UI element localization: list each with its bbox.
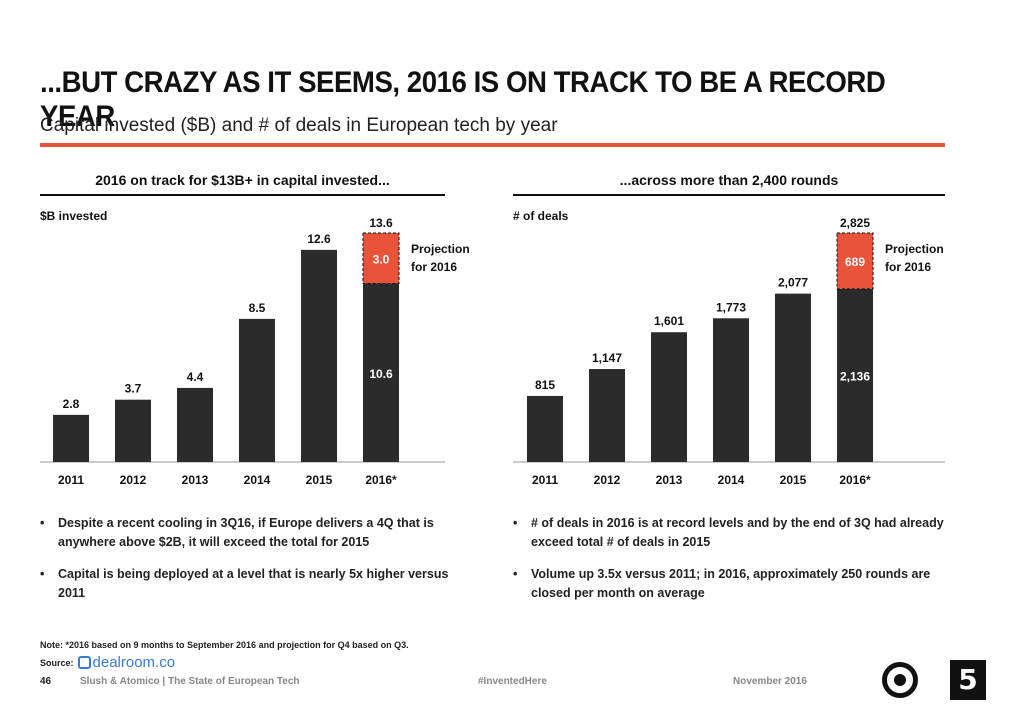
capital-bar-label-2014: 8.5	[249, 301, 266, 315]
deals-tick-2015: 2015	[780, 473, 807, 487]
left-bullet-1: Despite a recent cooling in 3Q16, if Eur…	[40, 514, 460, 552]
deals-bar-label-2014: 1,773	[716, 300, 746, 314]
deals-bar-2014	[713, 318, 749, 462]
capital-projection-label: 3.0	[373, 252, 390, 266]
capital-bar-2016*	[363, 283, 399, 462]
right-panel-rule	[513, 194, 945, 196]
page-number: 46	[40, 676, 52, 687]
capital-total-label: 13.6	[369, 216, 393, 230]
page-title: ...BUT CRAZY AS IT SEEMS, 2016 IS ON TRA…	[40, 66, 886, 133]
deals-bar-2011	[527, 395, 563, 462]
right-panel-heading: ...across more than 2,400 rounds	[619, 172, 839, 188]
charts-canvas: $B invested 2.8 2011 3.7 2012 4.4 2013 8.5 2014 1…	[40, 209, 945, 487]
deals-ylabel: # of deals	[513, 209, 569, 223]
deals-bar-2012	[589, 369, 625, 462]
left-panel-rule	[40, 194, 445, 196]
deals-bar-label-2012: 1,147	[592, 351, 622, 365]
capital-bar-label-2016*: 10.6	[369, 367, 393, 381]
capital-bar-label-2015: 12.6	[307, 232, 331, 246]
capital-tick-2012: 2012	[120, 473, 147, 487]
capital-tick-2014: 2014	[244, 473, 271, 487]
deals-tick-2014: 2014	[718, 473, 745, 487]
deals-bar-label-2016*: 2,136	[840, 369, 870, 383]
capital-bar-label-2011: 2.8	[63, 397, 80, 411]
capital-bar-2014	[239, 318, 275, 462]
right-bullet-1: # of deals in 2016 is at record levels a…	[513, 514, 945, 552]
deals-bar-label-2015: 2,077	[778, 276, 808, 290]
capital-bar-label-2013: 4.4	[187, 370, 204, 384]
dealroom-logo: dealroom.co	[77, 654, 176, 671]
deals-projection-note-1: Projection	[885, 242, 944, 256]
deals-bar-label-2013: 1,601	[654, 314, 684, 328]
capital-bar-2013	[177, 387, 213, 462]
right-bullet-2: Volume up 3.5x versus 2011; in 2016, app…	[513, 565, 945, 603]
left-bullets: Despite a recent cooling in 3Q16, if Eur…	[40, 514, 460, 616]
dealroom-logo-text: dealroom.co	[92, 654, 176, 671]
capital-ylabel: $B invested	[40, 209, 107, 223]
footer-date: November 2016	[733, 676, 807, 687]
left-panel-heading: 2016 on track for $13B+ in capital inves…	[95, 172, 390, 188]
capital-bar-2012	[115, 399, 151, 462]
source-label: Source:	[40, 657, 74, 668]
capital-projection-note-2: for 2016	[411, 260, 457, 274]
deals-total-label: 2,825	[840, 216, 870, 230]
capital-tick-2015: 2015	[306, 473, 333, 487]
deals-tick-2011: 2011	[532, 473, 558, 487]
footnote: Note: *2016 based on 9 months to Septemb…	[40, 640, 409, 650]
deals-bar-2013	[651, 332, 687, 462]
capital-bar-label-2012: 3.7	[125, 382, 142, 396]
footer-credit: Slush & Atomico | The State of European …	[80, 676, 300, 687]
atomico-logo-icon: 5	[950, 660, 986, 700]
source-line: Source: dealroom.co	[40, 654, 175, 671]
deals-projection-note-2: for 2016	[885, 260, 931, 274]
deals-projection-label: 689	[845, 255, 865, 269]
deals-tick-2012: 2012	[594, 473, 621, 487]
deals-tick-2016*: 2016*	[839, 473, 871, 487]
dealroom-icon	[77, 656, 91, 669]
capital-projection-note-1: Projection	[411, 242, 470, 256]
deals-projection-bar	[836, 232, 874, 290]
capital-projection-bar	[362, 232, 400, 285]
capital-tick-2013: 2013	[182, 473, 209, 487]
capital-tick-2016*: 2016*	[365, 473, 397, 487]
footer-hashtag: #InventedHere	[478, 676, 547, 687]
page-subtitle: Capital invested ($B) and # of deals in …	[40, 115, 558, 136]
deals-tick-2013: 2013	[656, 473, 683, 487]
deals-bar-label-2011: 815	[535, 378, 555, 392]
deals-bar-2016*	[837, 288, 873, 462]
deals-bar-2015	[775, 293, 811, 462]
capital-bar-2011	[53, 414, 89, 462]
left-bullet-2: Capital is being deployed at a level tha…	[40, 565, 460, 603]
right-bullets: # of deals in 2016 is at record levels a…	[513, 514, 945, 616]
slush-logo-icon	[882, 662, 918, 698]
capital-bar-2015	[301, 249, 337, 462]
capital-tick-2011: 2011	[58, 473, 84, 487]
header-divider	[40, 143, 945, 147]
